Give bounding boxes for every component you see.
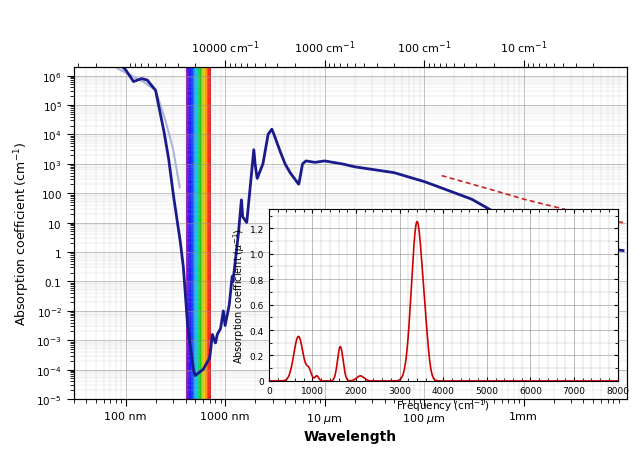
Bar	[204, 68, 205, 399]
X-axis label: Wavelength: Wavelength	[304, 429, 397, 443]
Bar	[201, 68, 202, 399]
Bar	[200, 68, 201, 399]
Bar	[191, 68, 193, 399]
Y-axis label: Absorption coefficient ($\mu^{-1}$): Absorption coefficient ($\mu^{-1}$)	[231, 228, 247, 363]
Bar	[189, 68, 191, 399]
Bar	[187, 68, 188, 399]
Bar	[198, 68, 200, 399]
Bar	[205, 68, 207, 399]
Bar	[193, 68, 194, 399]
Bar	[208, 68, 209, 399]
Bar	[194, 68, 195, 399]
Bar	[209, 68, 211, 399]
X-axis label: Frequency (cm$^{-1}$): Frequency (cm$^{-1}$)	[396, 398, 490, 414]
Bar	[197, 68, 198, 399]
Bar	[186, 68, 187, 399]
Bar	[207, 68, 208, 399]
Bar	[195, 68, 197, 399]
Bar	[188, 68, 189, 399]
Y-axis label: Absorption coefficient (cm$^{-1}$): Absorption coefficient (cm$^{-1}$)	[12, 142, 32, 325]
Bar	[202, 68, 204, 399]
